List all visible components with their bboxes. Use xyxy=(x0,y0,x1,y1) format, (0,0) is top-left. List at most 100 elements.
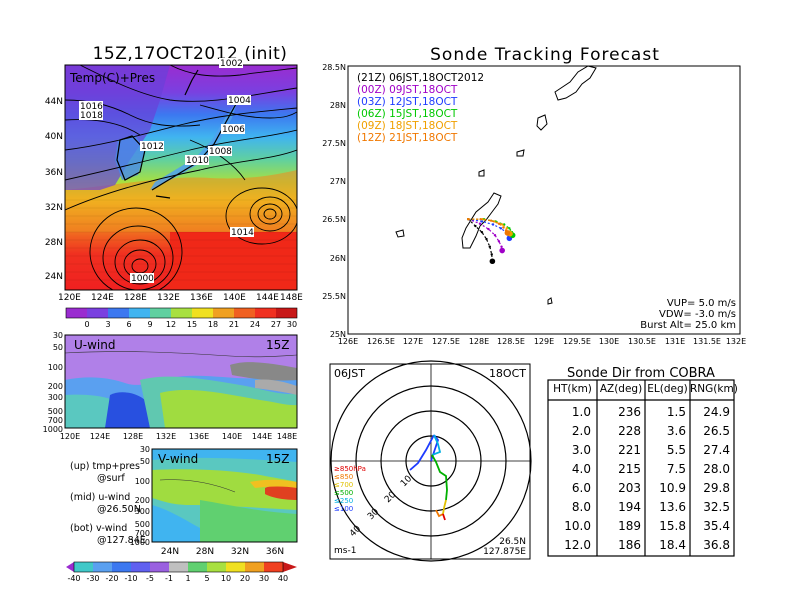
table-cell: 10.9 xyxy=(659,480,686,495)
y-tick-label: 500 xyxy=(135,520,150,529)
table-cell: 29.8 xyxy=(703,480,730,495)
hodo-segment-sfc xyxy=(442,513,446,521)
table-cell: 15.8 xyxy=(659,518,686,533)
table-cell: 236 xyxy=(618,404,641,419)
x-tick-label: 131.5E xyxy=(693,337,721,346)
y-tick-label: 100 xyxy=(48,363,63,372)
wind-colorbar xyxy=(66,561,297,573)
table-cell: 36.8 xyxy=(703,537,730,552)
track-frame xyxy=(347,65,741,335)
track-point xyxy=(499,247,505,254)
level-entry: ≤100 xyxy=(334,505,353,513)
table-cell: 189 xyxy=(618,518,641,533)
track-point xyxy=(487,227,490,231)
track-legend-entry: (21Z) 06JST,18OCT2012 xyxy=(357,72,484,84)
track-point xyxy=(489,219,493,222)
y-tick-label: 24N xyxy=(45,272,63,282)
y-tick-label: 1000 xyxy=(130,538,150,547)
y-tick-label: 50 xyxy=(53,343,63,352)
table-header-row: HT(km) AZ(deg) EL(deg) RNG(km) xyxy=(548,383,738,395)
y-tick-label: 500 xyxy=(48,407,63,416)
table-cell: 5.5 xyxy=(666,442,686,457)
y-tick-label: 36N xyxy=(45,168,63,178)
table-cell: 10.0 xyxy=(564,518,591,533)
x-tick-label: 136E xyxy=(189,432,209,441)
hodo-segment-500 xyxy=(431,434,442,456)
track-point xyxy=(508,227,511,230)
x-tick-label: 36N xyxy=(266,547,284,557)
table-cell: 32.5 xyxy=(703,499,730,514)
u-wind-label: U-wind xyxy=(74,338,115,352)
track-x-ticks: 126E 126.5E 127E 127.5E 128E 128.5E 129E… xyxy=(338,337,746,346)
table-row: 8.0 194 13.6 32.5 xyxy=(548,497,734,516)
table-cell: 7.5 xyxy=(666,461,686,476)
map-x-ticks: 120E 124E 128E 132E 136E 140E 144E 148E xyxy=(58,293,303,303)
track-coastlines xyxy=(395,66,597,305)
colorbar-tick: 0 xyxy=(84,320,89,329)
v-wind-panel xyxy=(151,448,298,543)
y-tick-label: 44N xyxy=(45,97,63,107)
x-tick-label: 148E xyxy=(280,293,303,303)
y-tick-label: 300 xyxy=(135,507,150,516)
track-point xyxy=(485,237,488,241)
hodo-segment-700 xyxy=(431,454,448,501)
table-cell: 186 xyxy=(618,537,641,552)
y-tick-label: 700 xyxy=(135,529,150,538)
track-point xyxy=(500,223,504,226)
colorbar-tick: 12 xyxy=(166,320,176,329)
level-entry: ≤700 xyxy=(334,481,353,489)
hodograph-trace xyxy=(409,434,448,521)
colorbar-tick: -1 xyxy=(165,574,173,583)
x-tick-label: 140E xyxy=(223,293,246,303)
wind-colorbar-ticks: -40 -30 -20 -10 -5 -1 1 5 10 20 30 40 xyxy=(67,574,288,583)
isobar-label: 1012 xyxy=(141,142,164,152)
colorbar-tick: 27 xyxy=(271,320,281,329)
x-tick-label: 129E xyxy=(534,337,554,346)
colorbar-tick: -5 xyxy=(146,574,154,583)
colorbar-tick: 21 xyxy=(229,320,239,329)
track-point xyxy=(504,230,511,236)
colorbar-tick: 3 xyxy=(105,320,110,329)
hodo-loc-lon: 127.875E xyxy=(483,547,526,557)
track-title: Sonde Tracking Forecast xyxy=(430,45,660,65)
x-tick-label: 32N xyxy=(231,547,249,557)
isobar-label: 1000 xyxy=(131,274,154,284)
isobar-label: 1016 xyxy=(80,102,103,112)
track-point xyxy=(497,240,501,243)
colorbar-tick: 6 xyxy=(126,320,131,329)
x-tick-label: 130E xyxy=(599,337,619,346)
x-tick-label: 128E xyxy=(123,432,143,441)
isobar-label: 1018 xyxy=(80,111,103,121)
x-tick-label: 120E xyxy=(58,293,81,303)
track-point xyxy=(491,223,495,226)
hodo-loc-lat: 26.5N xyxy=(499,537,526,547)
track-y-ticks: 25N 25.5N 26N 26.5N 27N 27.5N 28N 28.5N xyxy=(322,63,346,339)
param-line: VDW= -3.0 m/s xyxy=(659,309,736,320)
level-entry: ≤500 xyxy=(334,489,353,497)
colorbar-tick: 24 xyxy=(250,320,260,329)
x-tick-label: 126.5E xyxy=(367,337,395,346)
isobar-label: 1002 xyxy=(220,59,243,69)
param-line: Burst Alt= 25.0 km xyxy=(640,320,736,331)
x-tick-label: 124E xyxy=(90,432,110,441)
x-tick-label: 130.5E xyxy=(628,337,656,346)
colorbar-tick: 30 xyxy=(259,574,269,583)
colorbar-tick: 20 xyxy=(240,574,250,583)
track-point xyxy=(467,217,470,221)
param-line: VUP= 5.0 m/s xyxy=(667,298,736,309)
hodo-level-legend: ≥850hPa ≤850 ≤700 ≤500 ≤250 ≤100 xyxy=(334,465,366,513)
table-cell: 13.6 xyxy=(659,499,686,514)
table-cell: 3.0 xyxy=(571,442,591,457)
hodo-segment-low xyxy=(435,509,444,518)
track-point xyxy=(490,253,493,256)
y-tick-label: 30 xyxy=(53,331,63,340)
x-tick-label: 140E xyxy=(222,432,242,441)
v-wind-time: 15Z xyxy=(266,452,290,466)
colorbar-tick: -10 xyxy=(124,574,137,583)
isobar-label: 1014 xyxy=(231,228,254,238)
hodo-segment-850 xyxy=(442,499,447,515)
hodo-time-right: 18OCT xyxy=(489,367,526,380)
table-row: 3.0 221 5.5 27.4 xyxy=(548,440,734,459)
x-tick-label: 128.5E xyxy=(497,337,525,346)
table-title: Sonde Dir from COBRA xyxy=(567,366,715,381)
